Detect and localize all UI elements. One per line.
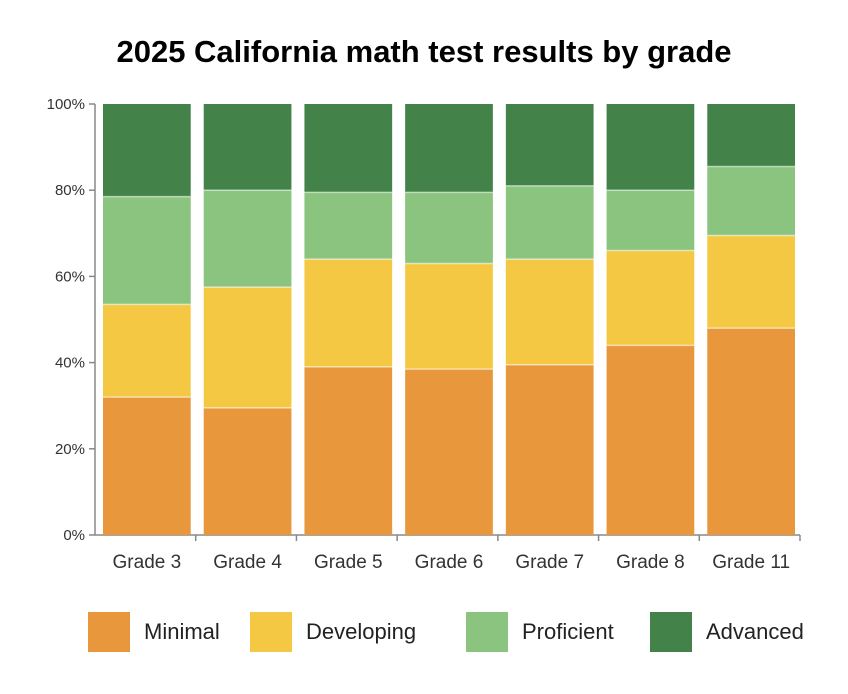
x-tick-label: Grade 5 (314, 552, 383, 573)
bar-segment-advanced (707, 104, 795, 167)
bar-segment-proficient (606, 190, 695, 251)
legend-item-developing: Developing (250, 612, 416, 652)
chart-plot: 0% 20% 40% 60% 80% 100% Grade 3 Grade 4 Grade 5 G… (47, 96, 801, 573)
legend-label: Minimal (144, 619, 220, 644)
legend-label: Developing (306, 619, 417, 644)
y-tick-label: 0% (63, 527, 85, 544)
x-tick-label: Grade 3 (113, 552, 182, 573)
bar-segment-advanced (304, 104, 393, 193)
bar-segment-developing (505, 259, 594, 365)
bar-segment-developing (203, 287, 292, 408)
y-tick-label: 20% (55, 441, 85, 458)
x-tick-label: Grade 8 (616, 552, 685, 573)
bar-segment-proficient (103, 196, 191, 305)
legend-swatch (250, 612, 292, 652)
legend-label: Proficient (522, 619, 614, 644)
legend-swatch (88, 612, 130, 652)
y-tick-label: 40% (55, 355, 85, 372)
bar-layer (103, 104, 795, 535)
chart-title: 2025 California math test results by gra… (116, 34, 732, 69)
bar-segment-minimal (707, 328, 795, 535)
bar-segment-proficient (203, 190, 292, 288)
bar-segment-advanced (606, 104, 695, 191)
legend-item-minimal: Minimal (88, 612, 220, 652)
legend: Minimal Developing Proficient Advanced (0, 612, 848, 656)
y-tick-label: 60% (55, 268, 85, 285)
legend-swatch (466, 612, 508, 652)
bar-segment-developing (606, 250, 695, 346)
x-tick-label: Grade 4 (213, 552, 282, 573)
x-tick-label: Grade 11 (712, 552, 790, 573)
bar-segment-proficient (505, 185, 594, 260)
bar-segment-developing (405, 263, 493, 370)
y-tick-label: 80% (55, 182, 85, 199)
bar-segment-advanced (505, 104, 594, 186)
label-layer: 0% 20% 40% 60% 80% 100% Grade 3 Grade 4 Grade 5 G… (47, 96, 790, 573)
bar-segment-developing (304, 259, 393, 367)
bar-segment-minimal (304, 366, 393, 535)
legend-item-proficient: Proficient (466, 612, 614, 652)
x-tick-label: Grade 6 (415, 552, 484, 573)
bar-segment-minimal (203, 407, 292, 535)
bar-segment-developing (103, 304, 191, 398)
x-tick-label: Grade 7 (515, 552, 584, 573)
bar-segment-advanced (203, 104, 292, 191)
bar-segment-proficient (405, 192, 493, 264)
legend-item-advanced: Advanced (650, 612, 804, 652)
bar-segment-advanced (405, 104, 493, 193)
bar-segment-proficient (707, 166, 795, 236)
legend-swatch (650, 612, 692, 652)
bar-segment-proficient (304, 192, 393, 260)
bar-segment-minimal (505, 364, 594, 535)
bar-segment-advanced (103, 104, 191, 197)
bar-segment-minimal (103, 397, 191, 535)
bar-segment-minimal (405, 369, 493, 535)
legend-label: Advanced (706, 619, 804, 644)
bar-segment-developing (707, 235, 795, 329)
y-tick-label: 100% (47, 96, 85, 113)
bar-segment-minimal (606, 345, 695, 535)
